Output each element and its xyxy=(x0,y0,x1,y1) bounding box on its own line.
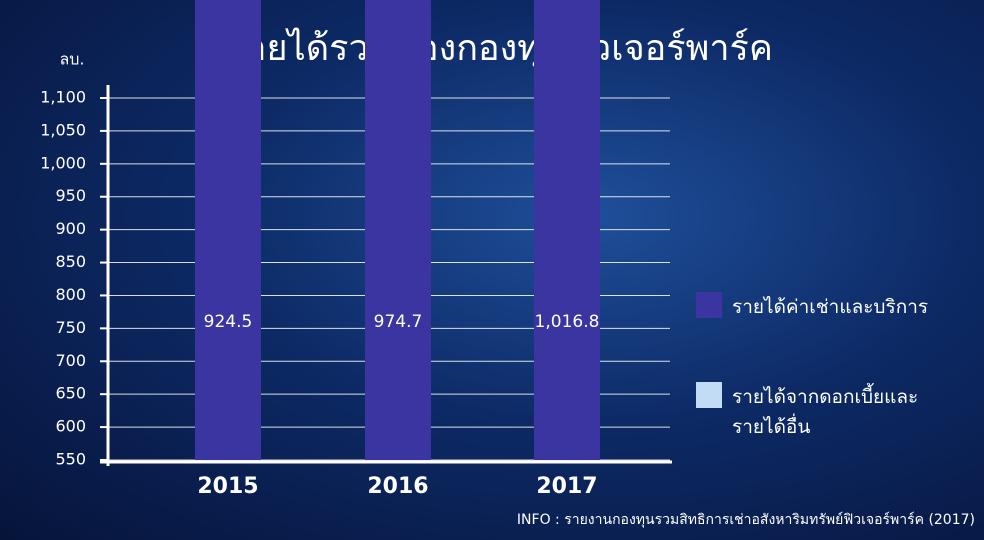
y-unit: ลบ. xyxy=(59,50,84,69)
y-tick-label: 1,000 xyxy=(40,153,86,172)
y-tick-label: 850 xyxy=(55,252,86,271)
legend-label: รายได้จากดอกเบี้ยและรายได้อื่น xyxy=(732,386,919,438)
x-tick-label: 2015 xyxy=(197,474,258,499)
y-tick-label: 650 xyxy=(55,384,86,403)
source: INFO : รายงานกองทุนรวมสิทธิการเช่าอสังหา… xyxy=(517,511,975,528)
value-label: 974.7 xyxy=(374,312,423,332)
legend-item: รายได้จากดอกเบี้ยและรายได้อื่น xyxy=(696,382,932,442)
legend-swatch xyxy=(696,382,722,408)
y-tick-label: 950 xyxy=(55,186,86,205)
chart-title: รายได้รวมของกองทุนฟิวเจอร์พาร์ค xyxy=(227,27,773,70)
bar-segment xyxy=(534,0,600,460)
y-tick-label: 900 xyxy=(55,219,86,238)
y-tick-label: 700 xyxy=(55,351,86,370)
x-tick-label: 2016 xyxy=(367,474,428,499)
legend-label: รายได้ค่าเช่าและบริการ xyxy=(732,296,929,318)
bar-segment xyxy=(365,0,431,461)
legend-item: รายได้ค่าเช่าและบริการ xyxy=(696,292,962,322)
y-tick-label: 1,050 xyxy=(40,120,86,139)
y-tick-label: 800 xyxy=(55,285,86,304)
value-label: 1,016.8 xyxy=(535,312,600,332)
y-tick-label: 750 xyxy=(55,318,86,337)
y-tick-label: 1,100 xyxy=(40,88,86,107)
y-tick-label: 550 xyxy=(55,450,86,469)
x-tick-label: 2017 xyxy=(536,474,597,499)
value-label: 924.5 xyxy=(204,312,253,332)
bar-segment xyxy=(195,0,261,460)
legend-swatch xyxy=(696,292,722,318)
y-tick-label: 600 xyxy=(55,417,86,436)
